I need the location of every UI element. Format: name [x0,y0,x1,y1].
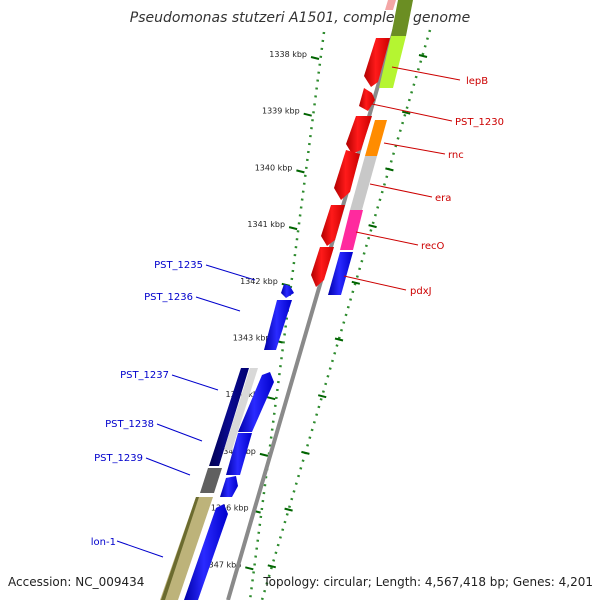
gene-blue-3[interactable] [184,504,228,600]
gene-red-1[interactable] [364,38,390,87]
reverse-strand-track [160,284,294,600]
outer-tick [301,450,310,455]
gene-grey-1[interactable] [224,368,258,450]
gene-blue-1[interactable] [238,372,274,432]
outer-tick [351,280,361,285]
gene-olive-top[interactable] [391,0,413,36]
gene-blue-2[interactable] [220,476,238,497]
label-PST_1237[interactable]: PST_1237 [120,370,169,381]
gene-dark-olive[interactable] [161,497,199,600]
map-title: Pseudomonas stutzeri A1501, complete gen… [130,10,470,26]
gene-lepB[interactable] [379,36,406,88]
outer-tick [418,54,428,58]
gene-red-5[interactable] [311,247,334,287]
outer-dotted-line [260,29,432,600]
outer-tick [317,394,327,399]
forward-strand-track [311,0,413,295]
gene-PST_1239[interactable] [200,468,222,493]
forward-labels: lepB PST_1230 rnc era recO pdxJ [410,76,504,297]
gene-PST_1238[interactable] [226,433,252,475]
outer-ticks [267,54,428,569]
label-PST_1236[interactable]: PST_1236 [144,292,193,303]
gene-pdxJ[interactable] [328,252,353,295]
label-recO[interactable]: recO [421,241,445,252]
ruler-tick [266,396,276,401]
label-leaders [116,66,461,558]
ruler-tick-label: 1340 kbp [255,163,293,172]
ruler-tick-label: 1342 kbp [240,277,278,286]
gene-rnc[interactable] [365,120,387,156]
ruler-ticks: 1338 kbp 1339 kbp 1340 kbp 1341 kbp 1342 kbp… [204,50,320,571]
ruler-tick-label: 1343 kbp [233,334,271,343]
ruler-tick [288,226,298,231]
outer-tick [267,564,277,569]
gene-pink-top[interactable] [385,0,396,10]
label-era[interactable]: era [435,193,451,204]
outer-tick [401,110,411,115]
ruler-tick-label: 1347 kbp [204,560,242,569]
ruler-tick-label: 1339 kbp [262,107,300,116]
outer-tick [385,167,394,172]
ruler-tick [303,112,312,117]
reverse-labels: PST_1235 PST_1236 PST_1237 PST_1238 PST_… [91,260,203,548]
gene-PST_1230[interactable] [346,116,372,154]
gene-era[interactable] [350,156,377,210]
gene-PST_1236[interactable] [264,300,292,350]
ruler-tick [296,169,305,174]
gene-recO[interactable] [340,210,363,250]
outer-tick [334,337,344,342]
ruler-tick-label: 1346 kbp [211,504,249,513]
backbone-line [226,0,405,600]
label-rnc[interactable]: rnc [448,150,464,161]
ruler-tick [245,566,254,571]
genome-summary-text: Topology: circular; Length: 4,567,418 bp… [262,575,593,589]
label-lepB[interactable]: lepB [466,76,488,87]
label-pdxJ[interactable]: pdxJ [410,286,432,297]
label-PST_1230[interactable]: PST_1230 [455,117,504,128]
gene-red-3[interactable] [334,150,360,200]
ruler-tick-label: 1341 kbp [247,220,285,229]
outer-tick [368,224,377,229]
gene-PST_1235[interactable] [281,284,294,298]
gene-red-2[interactable] [359,88,375,111]
gene-red-4[interactable] [321,205,345,246]
ruler-tick [259,452,269,457]
label-PST_1239[interactable]: PST_1239 [94,453,143,464]
ruler-tick [310,56,320,60]
outer-tick [284,507,293,512]
ruler-tick-label: 1338 kbp [269,50,307,59]
label-PST_1238[interactable]: PST_1238 [105,419,154,430]
label-lon-1[interactable]: lon-1 [91,537,116,548]
accession-text: Accession: NC_009434 [8,575,144,589]
gene-PST_1237[interactable] [209,368,249,466]
label-PST_1235[interactable]: PST_1235 [154,260,203,271]
